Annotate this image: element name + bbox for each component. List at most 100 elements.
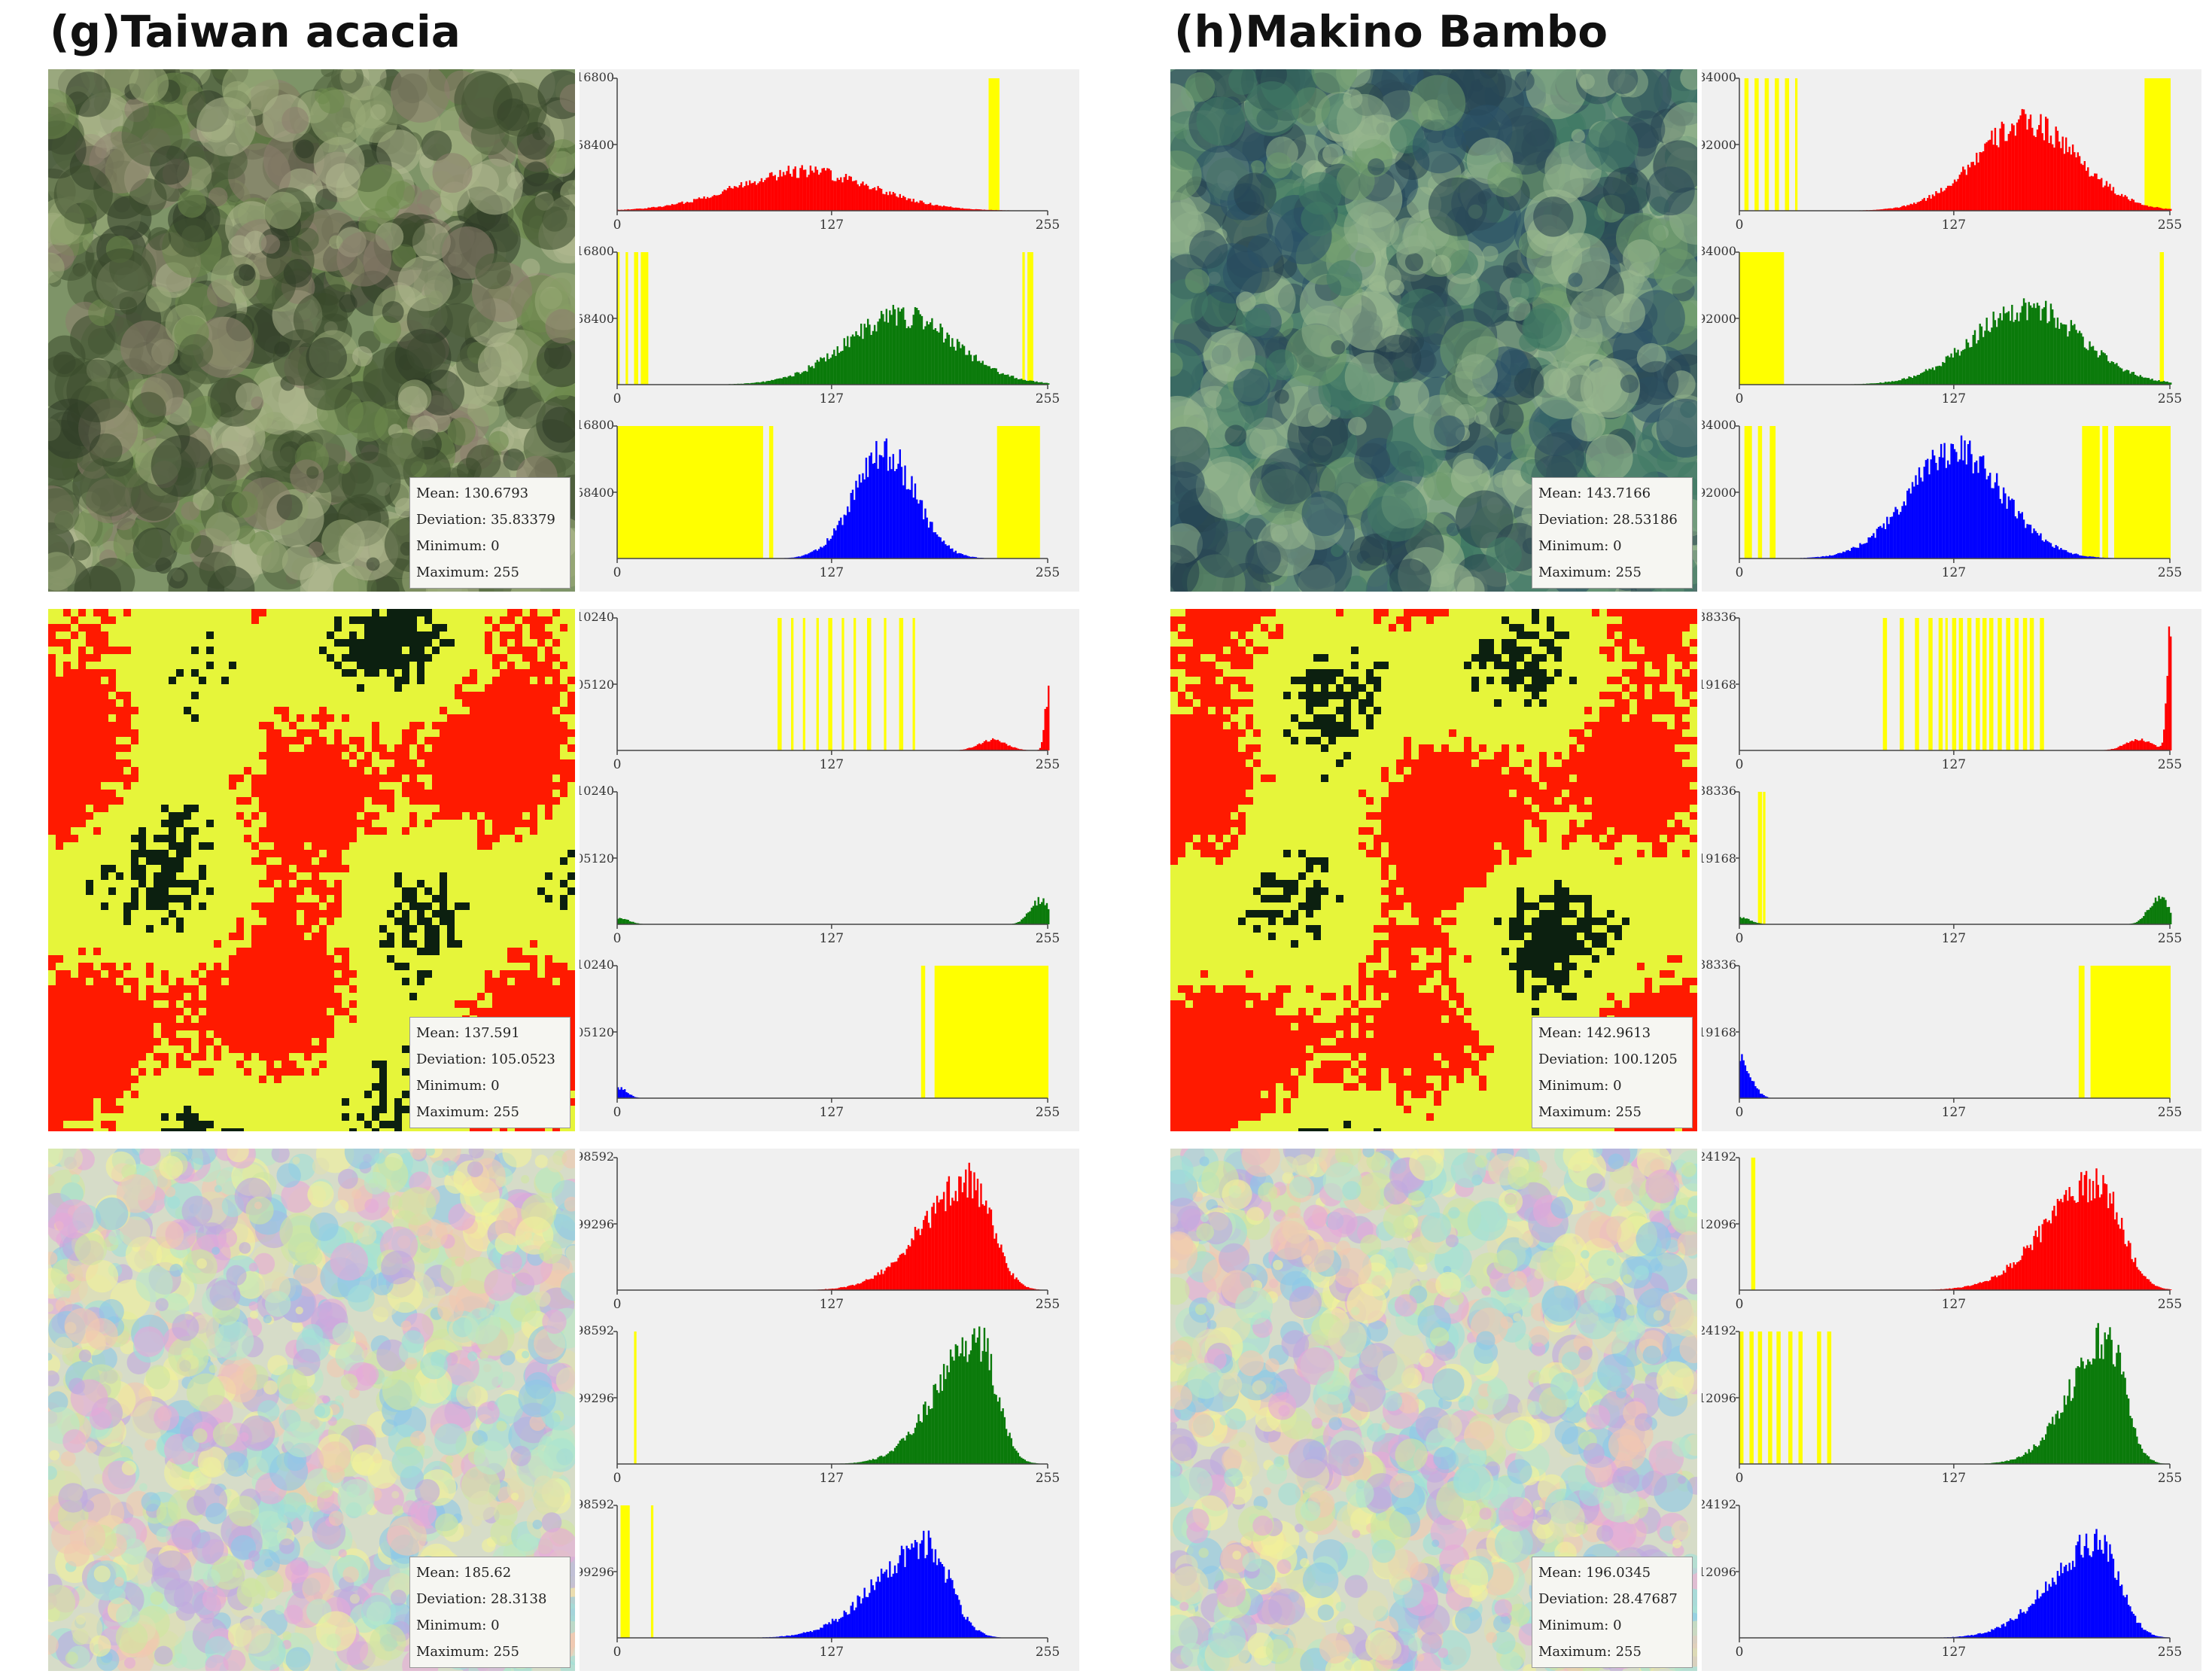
histogram-bar: [2119, 745, 2122, 750]
x-tick-label: 127: [820, 1471, 844, 1486]
histogram-bar: [2028, 1247, 2030, 1290]
histogram-bar: [711, 196, 714, 211]
histogram-bar: [2002, 487, 2005, 558]
highlight-bar: [620, 1505, 630, 1638]
histogram-bar: [2009, 131, 2012, 211]
histogram-bar: [1913, 202, 1915, 211]
histogram-bar: [948, 206, 951, 211]
histogram-bar: [958, 1599, 960, 1638]
histogram-bar: [2006, 312, 2008, 385]
histogram-bar: [1032, 381, 1035, 385]
histogram-bar: [995, 740, 997, 750]
histogram-bar: [824, 1624, 827, 1638]
histogram-bar: [1893, 381, 1895, 385]
histogram-bar: [956, 339, 959, 385]
histogram-bar: [857, 487, 859, 558]
histogram-bar: [2129, 1243, 2131, 1290]
highlight-bar: [777, 618, 782, 750]
histogram-bar: [2022, 1454, 2025, 1464]
histogram-bar: [2056, 1571, 2059, 1638]
highlight-bar: [1739, 252, 1785, 385]
y-tick-mid: 2519168: [1702, 677, 1736, 692]
histogram-bar: [1893, 512, 1895, 558]
histogram-bar: [1980, 456, 1983, 558]
histogram-bar: [2124, 1597, 2126, 1638]
histogram-bar: [965, 208, 967, 211]
histogram-bar: [904, 1566, 906, 1638]
histogram-bar: [2132, 199, 2135, 211]
histogram-bar: [1002, 1252, 1004, 1290]
histogram-bar: [836, 1621, 839, 1638]
histogram-bar: [1955, 352, 1958, 385]
histogram-bar: [2134, 374, 2137, 385]
histogram-bar: [2065, 1190, 2068, 1290]
histogram-bar: [851, 489, 854, 558]
histogram-bar: [2138, 741, 2140, 750]
histogram-bar: [2143, 1275, 2145, 1290]
histogram-bar: [828, 169, 830, 211]
histogram-bar: [1848, 551, 1852, 558]
histogram-bar: [1022, 379, 1024, 385]
histogram-bar: [2094, 1359, 2096, 1464]
histogram-bar: [2056, 1198, 2059, 1290]
histogram-bar: [1864, 543, 1867, 558]
histogram-bar: [1962, 349, 1964, 385]
histogram-bar: [929, 322, 932, 385]
histogram-bar: [844, 515, 847, 558]
histogram-bar: [1995, 1627, 1998, 1638]
histogram-bar: [934, 1383, 937, 1464]
histogram-bar: [931, 205, 933, 211]
histogram-bar: [2165, 1289, 2167, 1290]
histogram-bar: [1874, 383, 1876, 385]
histogram-bar: [2001, 1461, 2004, 1464]
histogram-bar: [1886, 516, 1888, 558]
histogram-bar: [1965, 339, 1967, 385]
histogram-bar: [804, 1633, 807, 1638]
histogram-bar: [2021, 1612, 2024, 1638]
histogram-bar: [2053, 547, 2055, 558]
histogram-bar: [912, 1548, 914, 1638]
histogram-bar: [2127, 1605, 2130, 1638]
histogram-bar: [939, 323, 942, 385]
histogram-bar: [813, 368, 815, 385]
histogram-bar: [942, 1364, 945, 1464]
histogram-bar: [961, 208, 963, 211]
y-tick-mid: 192000: [1702, 138, 1736, 152]
histogram-bar: [1888, 524, 1890, 558]
highlight-bar: [634, 1332, 637, 1464]
histogram-bar: [2022, 1612, 2025, 1638]
histogram-bar: [677, 202, 680, 211]
histogram-bar: [920, 1228, 923, 1290]
histogram-bar: [2045, 1434, 2047, 1464]
y-tick-max: 384000: [1702, 418, 1736, 432]
y-tick-max: 398592: [580, 1149, 614, 1164]
histogram-bar: [2138, 920, 2140, 924]
histogram-bar: [2014, 1265, 2017, 1290]
histogram-bar: [866, 476, 869, 558]
histogram-bar: [828, 1622, 830, 1638]
histogram-bar: [2163, 729, 2165, 750]
histogram-bar: [1984, 330, 1986, 385]
histogram-bar: [2112, 748, 2115, 750]
histogram-bar: [978, 743, 981, 750]
histogram-bar: [1946, 185, 1949, 211]
histogram-bar: [2120, 1218, 2123, 1290]
highlight-bar: [1982, 618, 1987, 750]
histogram-bar: [2058, 142, 2061, 211]
highlight-bar: [828, 618, 832, 750]
histogram-bar: [829, 1289, 832, 1290]
histogram-bar: [816, 1630, 819, 1638]
histogram-bar: [2031, 1450, 2034, 1464]
histogram-bar: [1991, 327, 1993, 385]
histogram-bar: [1984, 1633, 1986, 1638]
highlight-bar: [791, 618, 794, 750]
histogram-bar: [2034, 1599, 2037, 1638]
histogram-bar: [841, 1287, 844, 1290]
histogram-bar: [2006, 508, 2008, 558]
histogram-bar: [780, 378, 783, 385]
histogram-bar: [1979, 324, 1981, 385]
histogram-bar: [2028, 524, 2030, 558]
histogram-bar: [820, 1627, 822, 1638]
histogram-bar: [2068, 146, 2071, 211]
histogram-bar: [931, 1408, 933, 1464]
